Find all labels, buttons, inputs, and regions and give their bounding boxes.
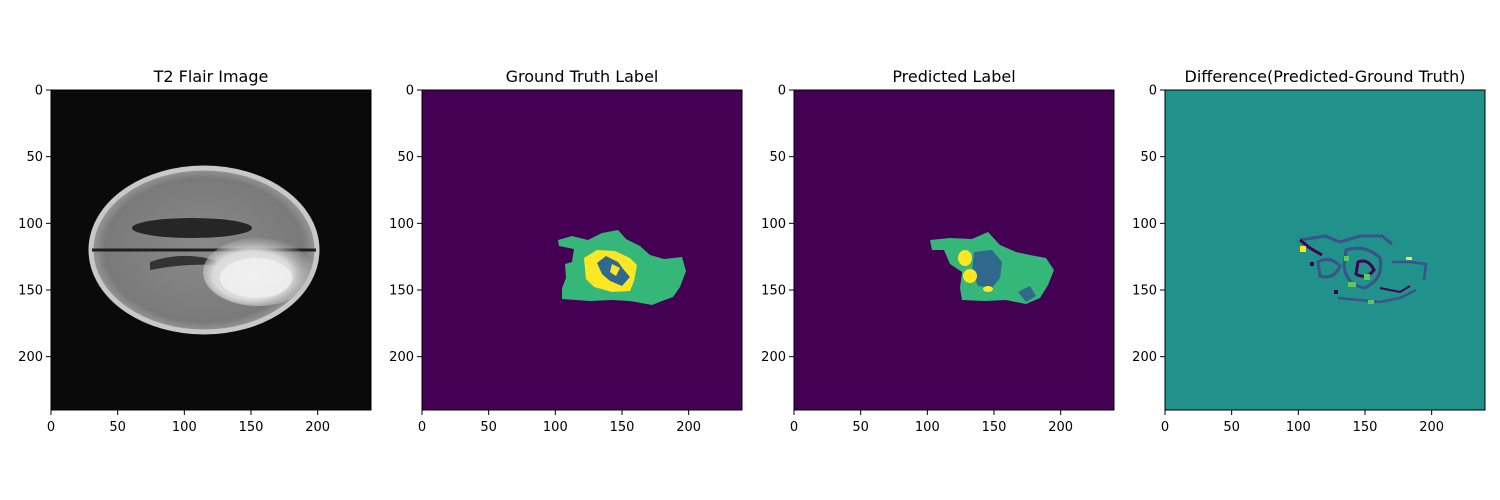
axes: 0 50 100 150 200 0 50 100 150 200 (18, 84, 372, 435)
x-tick-label: 0 (47, 420, 55, 435)
panel-difference: Difference(Predicted-Ground Truth) 0 50 10… (1132, 67, 1486, 435)
diff-positive-spot (1344, 256, 1349, 261)
y-tick-label: 50 (769, 150, 786, 165)
segmentation-mask (930, 232, 1054, 304)
y-tick-label: 200 (18, 350, 43, 365)
y-tick-label: 50 (26, 150, 43, 165)
y-tick-label: 150 (761, 284, 786, 299)
y-tick-label: 150 (1132, 284, 1157, 299)
x-tick-label: 100 (172, 420, 197, 435)
y-tick-label: 50 (397, 150, 414, 165)
ventricle-upper (132, 218, 252, 238)
panel-predicted: Predicted Label 0 50 100 150 200 0 50 100 150 200 (761, 67, 1115, 435)
y-tick-label: 200 (1132, 350, 1157, 365)
y-tick-label: 150 (18, 284, 43, 299)
enhancing-spot-3 (983, 286, 993, 292)
diff-loop-3 (1354, 259, 1376, 278)
axes-frame (421, 89, 743, 411)
y-tick-label: 100 (18, 217, 43, 232)
x-tick-label: 50 (480, 420, 497, 435)
axes: 0 50 100 150 200 0 50 100 150 200 (761, 84, 1115, 435)
panel-title: Ground Truth Label (506, 67, 659, 86)
diff-edge-left (1299, 238, 1323, 257)
axes: 0 50 100 150 200 0 50 100 150 200 (389, 84, 743, 435)
lesion-core (220, 258, 292, 298)
panel-ground-truth: Ground Truth Label 0 50 100 150 200 0 50 100 150… (389, 67, 743, 435)
x-tick-label: 0 (1161, 420, 1169, 435)
diff-negative-spot (1310, 262, 1314, 266)
x-tick-label: 200 (305, 420, 330, 435)
diff-edge-top (1299, 234, 1393, 246)
diff-positive-spot (1406, 257, 1412, 260)
x-tick-label: 150 (610, 420, 635, 435)
panel-title: Difference(Predicted-Ground Truth) (1185, 67, 1466, 86)
panel-title: Predicted Label (892, 67, 1015, 86)
core-region-small (1018, 286, 1036, 302)
difference-map (1299, 234, 1428, 304)
enhancing-spot-1 (958, 250, 972, 266)
panel-title: T2 Flair Image (153, 67, 269, 86)
x-tick-label: 50 (852, 420, 869, 435)
x-tick-label: 50 (1223, 420, 1240, 435)
x-tick-label: 200 (676, 420, 701, 435)
x-tick-label: 150 (982, 420, 1007, 435)
difference-spots (1300, 246, 1412, 304)
y-tick-label: 150 (389, 284, 414, 299)
y-tick-label: 0 (1149, 84, 1157, 99)
axes-frame (1164, 89, 1486, 411)
x-tick-label: 0 (790, 420, 798, 435)
x-tick-label: 150 (239, 420, 264, 435)
enhancing-island (610, 264, 620, 276)
diff-negative-spot (1334, 290, 1338, 294)
panel-t2-flair: T2 Flair Image 0 50 100 150 200 0 50 100 150 200 (18, 67, 372, 435)
y-tick-label: 0 (406, 84, 414, 99)
diff-positive-spot (1300, 246, 1306, 252)
enhancing-spot-2 (963, 269, 977, 283)
difference-background (1165, 90, 1485, 410)
diff-positive-spot (1348, 282, 1356, 287)
y-tick-label: 100 (761, 217, 786, 232)
y-tick-label: 200 (389, 350, 414, 365)
y-tick-label: 100 (1132, 217, 1157, 232)
y-tick-label: 50 (1140, 150, 1157, 165)
y-tick-label: 0 (35, 84, 43, 99)
x-tick-label: 50 (109, 420, 126, 435)
y-tick-label: 200 (761, 350, 786, 365)
axes-frame (793, 89, 1115, 411)
x-tick-label: 0 (418, 420, 426, 435)
diff-edge-right (1392, 260, 1428, 281)
diff-edge-inner (1379, 285, 1411, 294)
x-tick-label: 100 (543, 420, 568, 435)
core-region (972, 250, 1002, 288)
diff-positive-spot (1368, 300, 1374, 304)
axes: 0 50 100 150 200 0 50 100 150 200 (1132, 84, 1486, 435)
x-tick-label: 100 (915, 420, 940, 435)
diff-loop-1 (1316, 257, 1342, 279)
x-tick-label: 200 (1419, 420, 1444, 435)
diff-edge-bottom (1337, 288, 1417, 304)
diff-loop-2 (1342, 246, 1383, 290)
x-tick-label: 150 (1353, 420, 1378, 435)
y-tick-label: 0 (778, 84, 786, 99)
segmentation-mask (558, 230, 686, 305)
axes-frame (50, 89, 372, 411)
x-tick-label: 100 (1286, 420, 1311, 435)
x-tick-label: 200 (1048, 420, 1073, 435)
y-tick-label: 100 (389, 217, 414, 232)
brain-image (88, 165, 320, 335)
diff-positive-spot (1364, 274, 1370, 280)
